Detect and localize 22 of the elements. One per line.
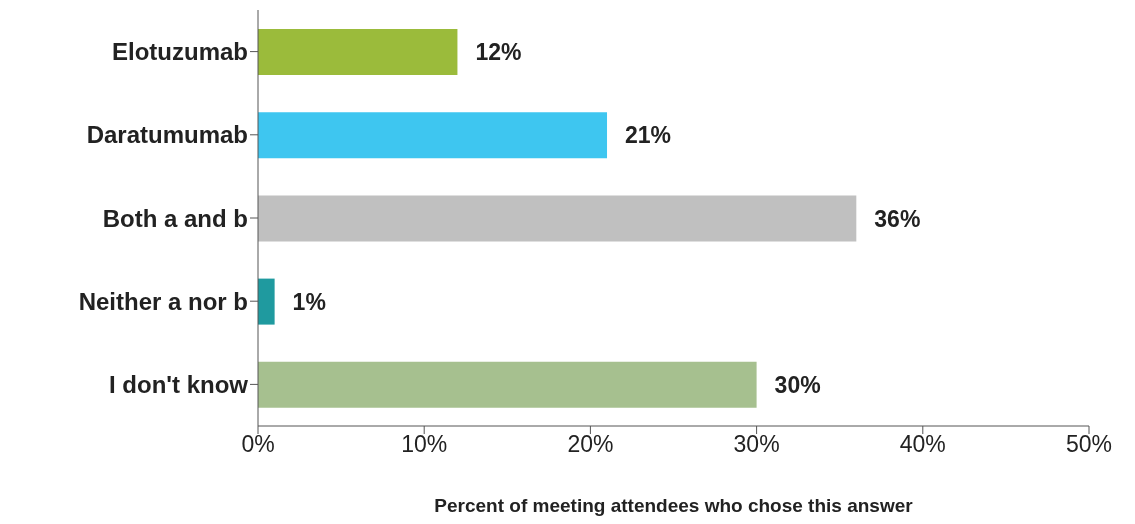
x-tick-label: 0%: [241, 431, 275, 458]
x-tick-label: 10%: [401, 431, 448, 458]
x-tick-label: 50%: [1065, 431, 1113, 458]
y-tick-label: Daratumumab: [86, 121, 248, 149]
x-tick-label: 20%: [567, 431, 614, 458]
data-label: 30%: [774, 371, 821, 398]
bar: [258, 29, 458, 75]
data-label: 12%: [475, 39, 522, 66]
y-tick-label: Both a and b: [102, 204, 248, 232]
x-tick-label: 30%: [733, 431, 780, 458]
y-tick-label: I don't know: [108, 370, 249, 398]
data-label: 36%: [874, 205, 921, 232]
x-tick-label: 40%: [899, 431, 946, 458]
bar: [258, 112, 608, 159]
y-tick-label: Elotuzumab: [112, 38, 248, 66]
x-axis-title: Percent of meeting attendees who chose this answer: [434, 495, 914, 516]
data-label: 1%: [292, 288, 326, 315]
bar: [258, 361, 757, 408]
data-label: 21%: [625, 122, 672, 149]
bar: [258, 195, 857, 242]
bar: [258, 278, 275, 325]
y-tick-label: Neither a nor b: [78, 287, 248, 315]
